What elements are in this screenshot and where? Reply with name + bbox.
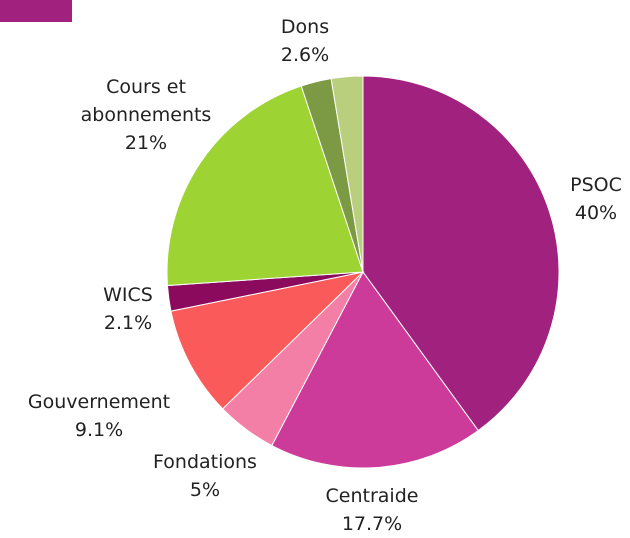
slice-category: Gouvernement <box>27 391 171 413</box>
slice-label: Cours et abonnements 21% <box>76 73 216 157</box>
slice-category: Dons <box>280 16 330 38</box>
slice-label: PSOC 40% <box>521 171 630 227</box>
slice-value: 17.7% <box>341 513 403 535</box>
pie-slice <box>271 271 479 469</box>
slice-value: 2.6% <box>280 44 330 66</box>
slice-value: 5% <box>189 479 221 501</box>
slice-label: WICS 2.1% <box>53 281 203 337</box>
slice-category: Centraide <box>325 485 419 507</box>
slice-category: PSOC <box>570 174 622 196</box>
slice-label: Dons 2.6% <box>230 13 380 69</box>
slice-value: 2.1% <box>103 312 153 334</box>
slice-value: 9.1% <box>74 419 124 441</box>
header-tab <box>0 0 72 22</box>
slice-category: WICS <box>103 284 153 306</box>
slice-value: 21% <box>124 132 168 154</box>
pie-slice <box>170 271 365 410</box>
slice-category: Fondations <box>153 451 257 473</box>
slice-value: 40% <box>574 202 618 224</box>
slice-label: Fondations 5% <box>130 448 280 504</box>
slice-label: Centraide 17.7% <box>297 482 447 538</box>
slice-label: Gouvernement 9.1% <box>24 388 174 444</box>
slice-category: Cours et abonnements <box>80 76 212 126</box>
pie-slice <box>362 75 560 432</box>
pie-slice <box>166 85 364 287</box>
pie-slice <box>330 75 364 273</box>
